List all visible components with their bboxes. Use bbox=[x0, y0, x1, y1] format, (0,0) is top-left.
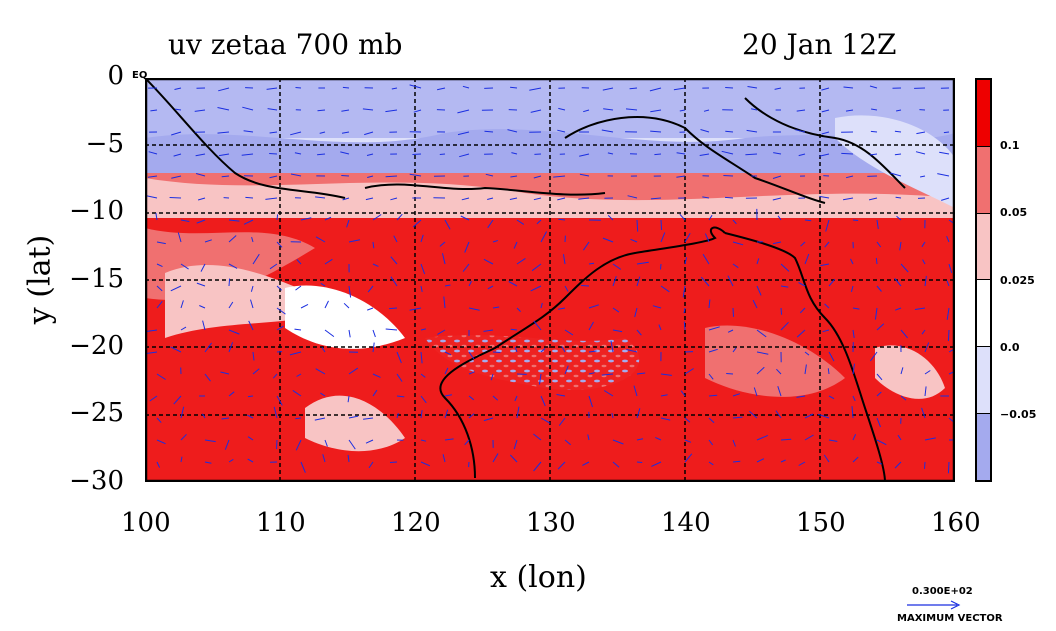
vector-key-arrow-icon bbox=[907, 600, 961, 610]
x-tick-label: 150 bbox=[796, 508, 846, 538]
x-tick-label: 130 bbox=[526, 508, 576, 538]
x-tick-label: 140 bbox=[661, 508, 711, 538]
colorbar bbox=[975, 78, 992, 482]
coastline bbox=[145, 78, 906, 482]
y-tick-label: −30 bbox=[69, 466, 124, 496]
colorbar-label: −0.05 bbox=[1000, 408, 1037, 421]
colorbar-swatch bbox=[977, 80, 990, 146]
colorbar-label: 0.1 bbox=[1000, 139, 1020, 152]
vector-key-value: 0.300E+02 bbox=[912, 586, 973, 597]
colorbar-label: 0.025 bbox=[1000, 274, 1035, 287]
colorbar-swatch bbox=[977, 145, 990, 213]
y-tick-label: −10 bbox=[69, 196, 124, 226]
x-tick-label: 160 bbox=[931, 508, 981, 538]
plot-frame bbox=[145, 78, 955, 482]
y-tick-label: 0 bbox=[107, 61, 124, 91]
colorbar-swatch bbox=[977, 346, 990, 414]
map-plot bbox=[145, 78, 955, 482]
y-axis-label: y (lat) bbox=[22, 234, 58, 325]
wind-vectors bbox=[145, 84, 955, 474]
x-tick-label: 110 bbox=[256, 508, 306, 538]
plot-title-left: uv zetaa 700 mb bbox=[168, 28, 403, 61]
colorbar-label: 0.0 bbox=[1000, 341, 1020, 354]
x-tick-label: 100 bbox=[121, 508, 171, 538]
colorbar-label: 0.05 bbox=[1000, 206, 1028, 219]
y-tick-label: −5 bbox=[85, 129, 124, 159]
plot-title-right: 20 Jan 12Z bbox=[742, 28, 897, 61]
x-axis-label: x (lon) bbox=[490, 560, 587, 595]
colorbar-swatch bbox=[977, 279, 990, 347]
x-tick-label: 120 bbox=[391, 508, 441, 538]
colorbar-swatch bbox=[977, 212, 990, 280]
y-tick-label: −25 bbox=[69, 398, 124, 428]
y-tick-label: −20 bbox=[69, 331, 124, 361]
vector-key-caption: MAXIMUM VECTOR bbox=[897, 613, 1003, 624]
y-tick-label: −15 bbox=[69, 264, 124, 294]
colorbar-swatch bbox=[977, 413, 990, 480]
equator-label: EQ bbox=[132, 70, 148, 81]
